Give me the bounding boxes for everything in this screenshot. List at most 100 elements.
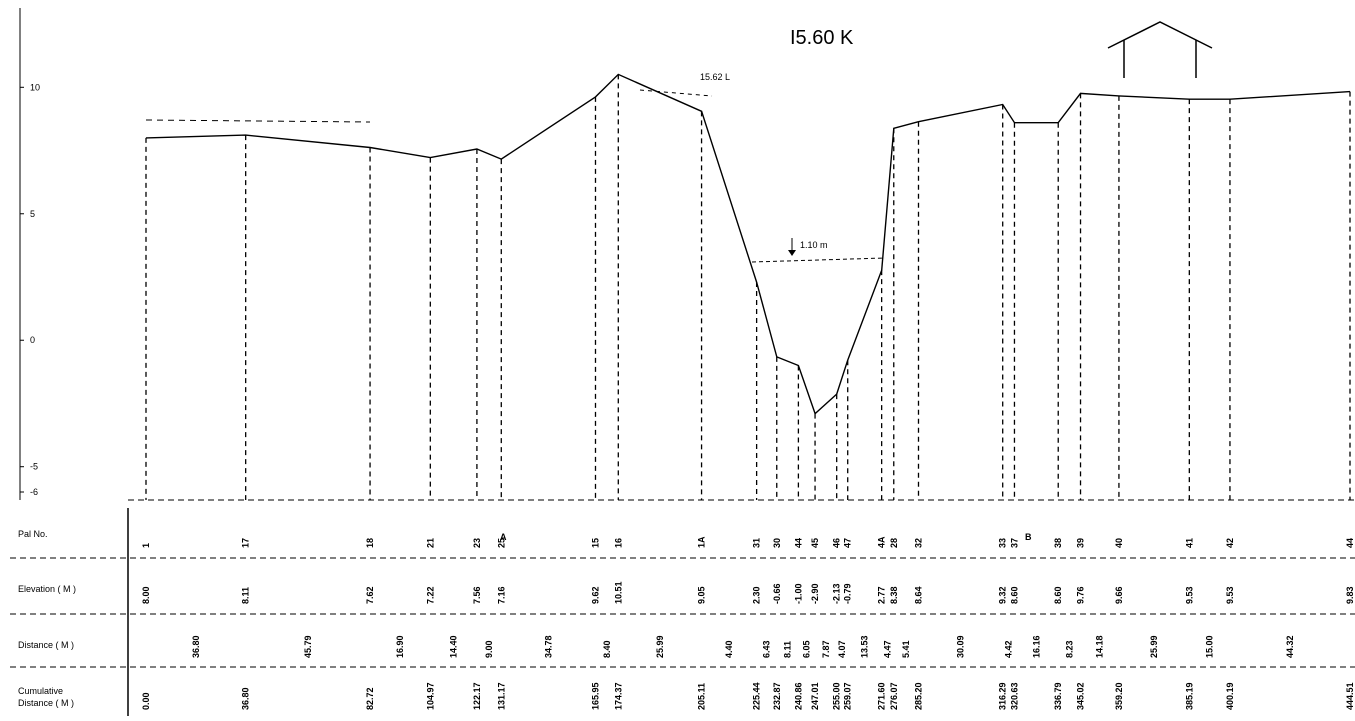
elevation-cell: 8.38 — [889, 586, 899, 604]
cumulative-cell: 285.20 — [913, 682, 923, 710]
cumulative-cell: 205.11 — [697, 683, 707, 710]
distance-cell: 5.41 — [901, 640, 911, 658]
point-no-cell: 30 — [772, 538, 782, 548]
y-tick-label: 5 — [30, 209, 35, 219]
point-no-cell: 46 — [832, 538, 842, 548]
distance-cell: 44.32 — [1285, 635, 1295, 658]
cumulative-cell: 336.79 — [1053, 682, 1063, 710]
elevation-cell: -2.13 — [832, 583, 842, 604]
cumulative-cell: 122.17 — [472, 682, 482, 710]
point-no-cell: 40 — [1114, 538, 1124, 548]
point-no-cell: 44 — [793, 538, 803, 548]
y-tick-label: -5 — [30, 462, 38, 472]
distance-cell: 4.40 — [724, 640, 734, 658]
distance-cell: 16.90 — [395, 635, 405, 658]
row-label-distance: Distance ( M ) — [18, 640, 74, 650]
elevation-cell: -0.79 — [843, 583, 853, 604]
distance-cell: 45.79 — [303, 635, 313, 658]
row-label-cumulative-1: Cumulative — [18, 686, 63, 696]
ground-profile-line — [145, 73, 1351, 415]
elevation-cell: 7.16 — [496, 586, 506, 604]
chart-title: I5.60 K — [790, 27, 854, 49]
house-icon — [1107, 21, 1213, 78]
distance-cell: 25.99 — [655, 635, 665, 658]
cumulative-cell: 255.00 — [832, 682, 842, 710]
cumulative-cell: 174.37 — [613, 682, 623, 710]
top-dashed-mid — [639, 89, 713, 97]
y-tick-label: -6 — [30, 487, 38, 497]
elevation-cell: 7.56 — [472, 586, 482, 604]
point-no-cell: 41 — [1184, 538, 1194, 548]
distance-cell: 8.40 — [602, 640, 612, 658]
cumulative-cell: 36.80 — [241, 687, 251, 710]
elevation-cell: 10.51 — [613, 581, 623, 604]
point-no-cell: 39 — [1076, 538, 1086, 548]
cumulative-cell: 316.29 — [998, 682, 1008, 710]
elevation-cell: 8.00 — [141, 586, 151, 604]
point-no-cell: 16 — [613, 538, 623, 548]
point-no-cell: 37 — [1009, 538, 1019, 548]
elevation-cell: 8.11 — [241, 587, 251, 604]
cumulative-cell: 225.44 — [752, 682, 762, 710]
row-label-elevation: Elevation ( M ) — [18, 584, 76, 594]
elevation-cell: 7.22 — [425, 586, 435, 604]
distance-cell: 25.99 — [1149, 635, 1159, 658]
point-no-cell: 21 — [425, 538, 435, 548]
cumulative-cell: 345.02 — [1076, 682, 1086, 710]
top-dashed-left — [145, 119, 371, 123]
point-no-cell: 42 — [1225, 538, 1235, 548]
station-verticals — [145, 74, 1351, 500]
elevation-cell: 9.53 — [1184, 586, 1194, 604]
cumulative-cell: 385.19 — [1184, 682, 1194, 710]
point-no-cell: 15 — [590, 538, 600, 548]
elevation-cell: 9.32 — [998, 586, 1008, 604]
left-bank-annotation: 15.62 L — [700, 72, 730, 82]
elevation-cell: 2.77 — [877, 586, 887, 604]
cumulative-cell: 271.60 — [877, 682, 887, 710]
elevation-cell: -0.66 — [772, 583, 782, 604]
point-no-cell: 23 — [472, 538, 482, 548]
water-level-annotation: 1.10 m — [788, 238, 828, 256]
point-no-cell: 25 — [496, 538, 506, 548]
distance-cell: 14.40 — [449, 635, 459, 658]
distance-cell: 15.00 — [1205, 635, 1215, 658]
point-no-cell: 33 — [998, 538, 1008, 548]
distance-cell: 4.42 — [1004, 640, 1014, 658]
mid-label-a: A — [500, 532, 507, 542]
cumulative-cell: 276.07 — [889, 682, 899, 710]
point-no-cell: 18 — [365, 538, 375, 548]
distance-cell: 6.05 — [802, 640, 812, 658]
cumulative-cell: 247.01 — [810, 682, 820, 710]
cumulative-cell: 240.86 — [793, 682, 803, 710]
cumulative-cell: 444.51 — [1345, 682, 1355, 710]
point-no-cell: 17 — [241, 538, 251, 548]
y-tick-label: 0 — [30, 335, 35, 345]
distance-cell: 6.43 — [762, 640, 772, 658]
y-tick-label: 10 — [30, 82, 40, 92]
elevation-cell: 8.64 — [913, 586, 923, 604]
cumulative-cell: 165.95 — [590, 682, 600, 710]
point-no-cell: 32 — [913, 538, 923, 548]
elevation-cell: 8.60 — [1053, 586, 1063, 604]
cumulative-cell: 400.19 — [1225, 682, 1235, 710]
row-label-point-no: Pal No. — [18, 529, 48, 539]
point-no-cell: 28 — [889, 538, 899, 548]
elevation-cell: 9.05 — [697, 586, 707, 604]
point-no-cell: 44 — [1345, 538, 1355, 548]
elevation-cell: 9.62 — [590, 586, 600, 604]
distance-cell: 4.47 — [883, 640, 893, 658]
point-no-cell: 31 — [752, 538, 762, 548]
y-tick-labels: 10 5 0 -5 -6 — [20, 82, 40, 497]
distance-cell: 8.11 — [783, 641, 793, 658]
cumulative-cell: 131.17 — [496, 682, 506, 710]
elevation-cell: 2.30 — [752, 586, 762, 604]
distance-cell: 14.18 — [1095, 635, 1105, 658]
water-surface-line — [751, 257, 886, 263]
cumulative-cell: 232.87 — [772, 682, 782, 710]
distance-cell: 8.23 — [1064, 640, 1074, 658]
distance-cell: 13.53 — [860, 635, 870, 658]
point-no-cell: 47 — [843, 538, 853, 548]
point-no-cell: 1 — [141, 543, 151, 548]
cumulative-cell: 104.97 — [425, 682, 435, 710]
distance-cell: 30.09 — [956, 635, 966, 658]
